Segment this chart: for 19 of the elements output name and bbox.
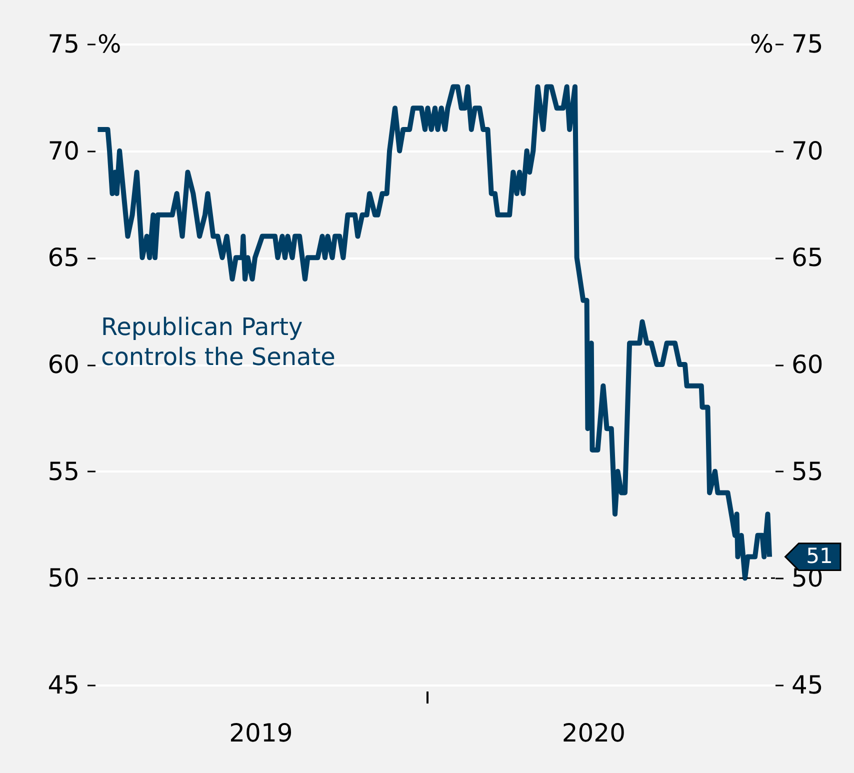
y2-tick-label: 70 xyxy=(792,136,824,166)
y-tick-label: 60 xyxy=(48,350,80,379)
y2-tick-label: 60 xyxy=(792,350,824,379)
y-tick-label: 75 xyxy=(48,30,80,58)
y-tick-label: 45 xyxy=(48,670,80,700)
y-tick-label: 65 xyxy=(48,243,80,272)
x-tick-label: 2020 xyxy=(562,718,626,748)
y-tick-label: 55 xyxy=(48,456,80,486)
annotation: 51 xyxy=(806,544,833,568)
y-axis-title: % xyxy=(98,30,122,58)
series-label: Republican Party controls the Senate xyxy=(101,313,336,371)
x-tick-label: 2019 xyxy=(229,718,293,748)
y2-tick-label: 55 xyxy=(792,456,824,486)
y-tick-label: 50 xyxy=(48,564,80,593)
y2-tick-label: 45 xyxy=(792,670,824,700)
y-tick-label: 70 xyxy=(48,136,80,166)
y2-tick-label: 75 xyxy=(792,30,824,58)
y2-axis-title: % xyxy=(750,30,774,58)
y2-tick-label: 65 xyxy=(792,243,824,272)
